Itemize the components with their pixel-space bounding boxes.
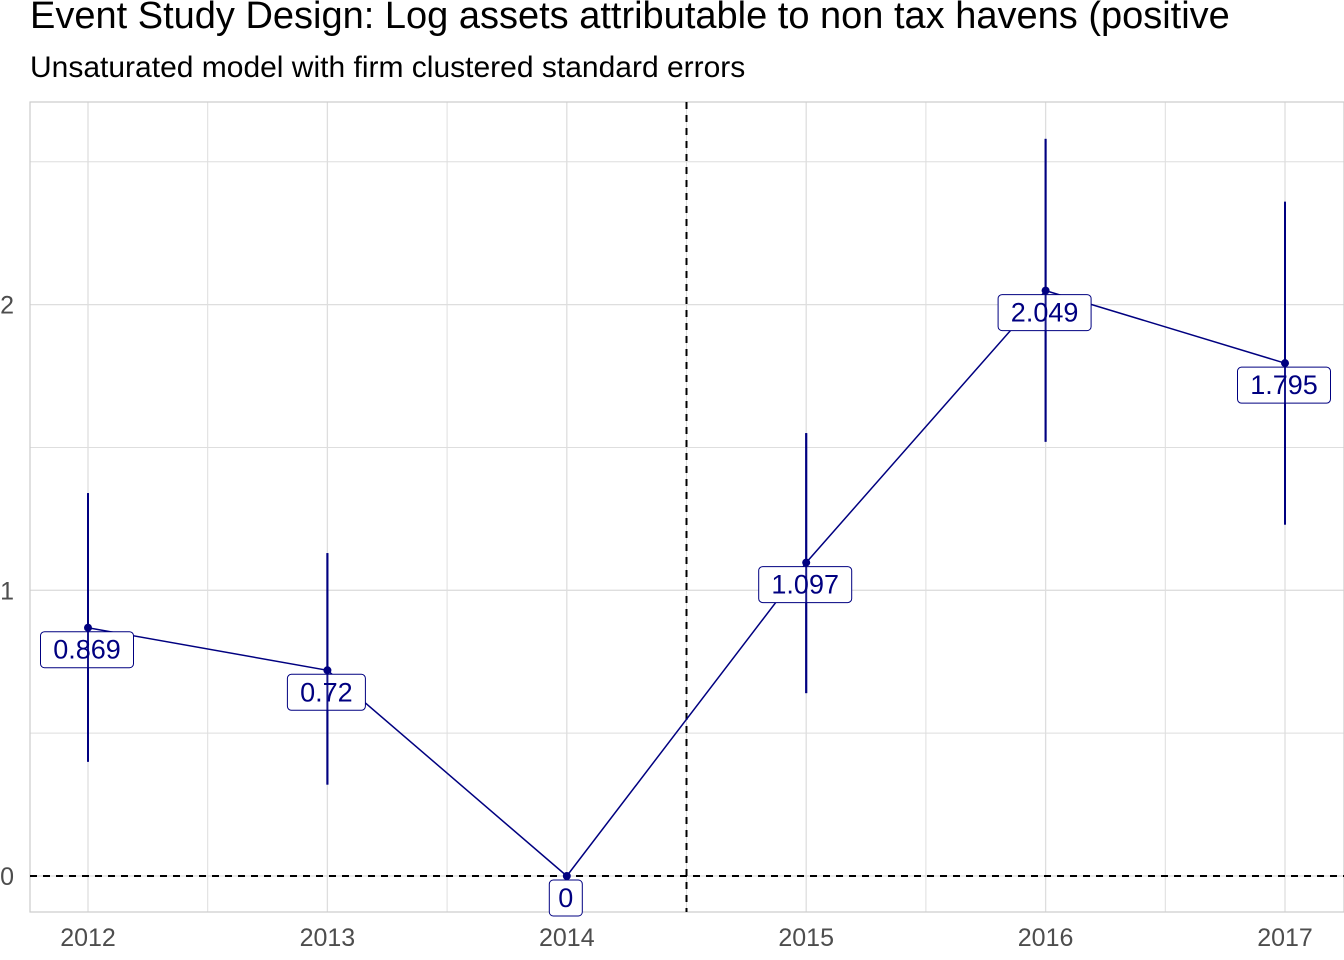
chart-subtitle: Unsaturated model with firm clustered st… <box>30 51 746 84</box>
data-label: 0 <box>558 883 573 913</box>
x-tick-label: 2017 <box>1257 924 1313 952</box>
x-tick-label: 2013 <box>300 924 356 952</box>
x-tick-label: 2015 <box>778 924 834 952</box>
y-tick-label: 1 <box>0 577 14 605</box>
y-tick-label: 2 <box>0 292 14 320</box>
chart-title: Event Study Design: Log assets attributa… <box>30 0 1230 37</box>
x-tick-label: 2016 <box>1018 924 1074 952</box>
x-tick-label: 2012 <box>60 924 116 952</box>
y-tick-label: 0 <box>0 863 14 891</box>
data-label-box <box>548 879 583 917</box>
x-tick-label: 2014 <box>539 924 595 952</box>
data-point-2014 <box>562 872 571 880</box>
